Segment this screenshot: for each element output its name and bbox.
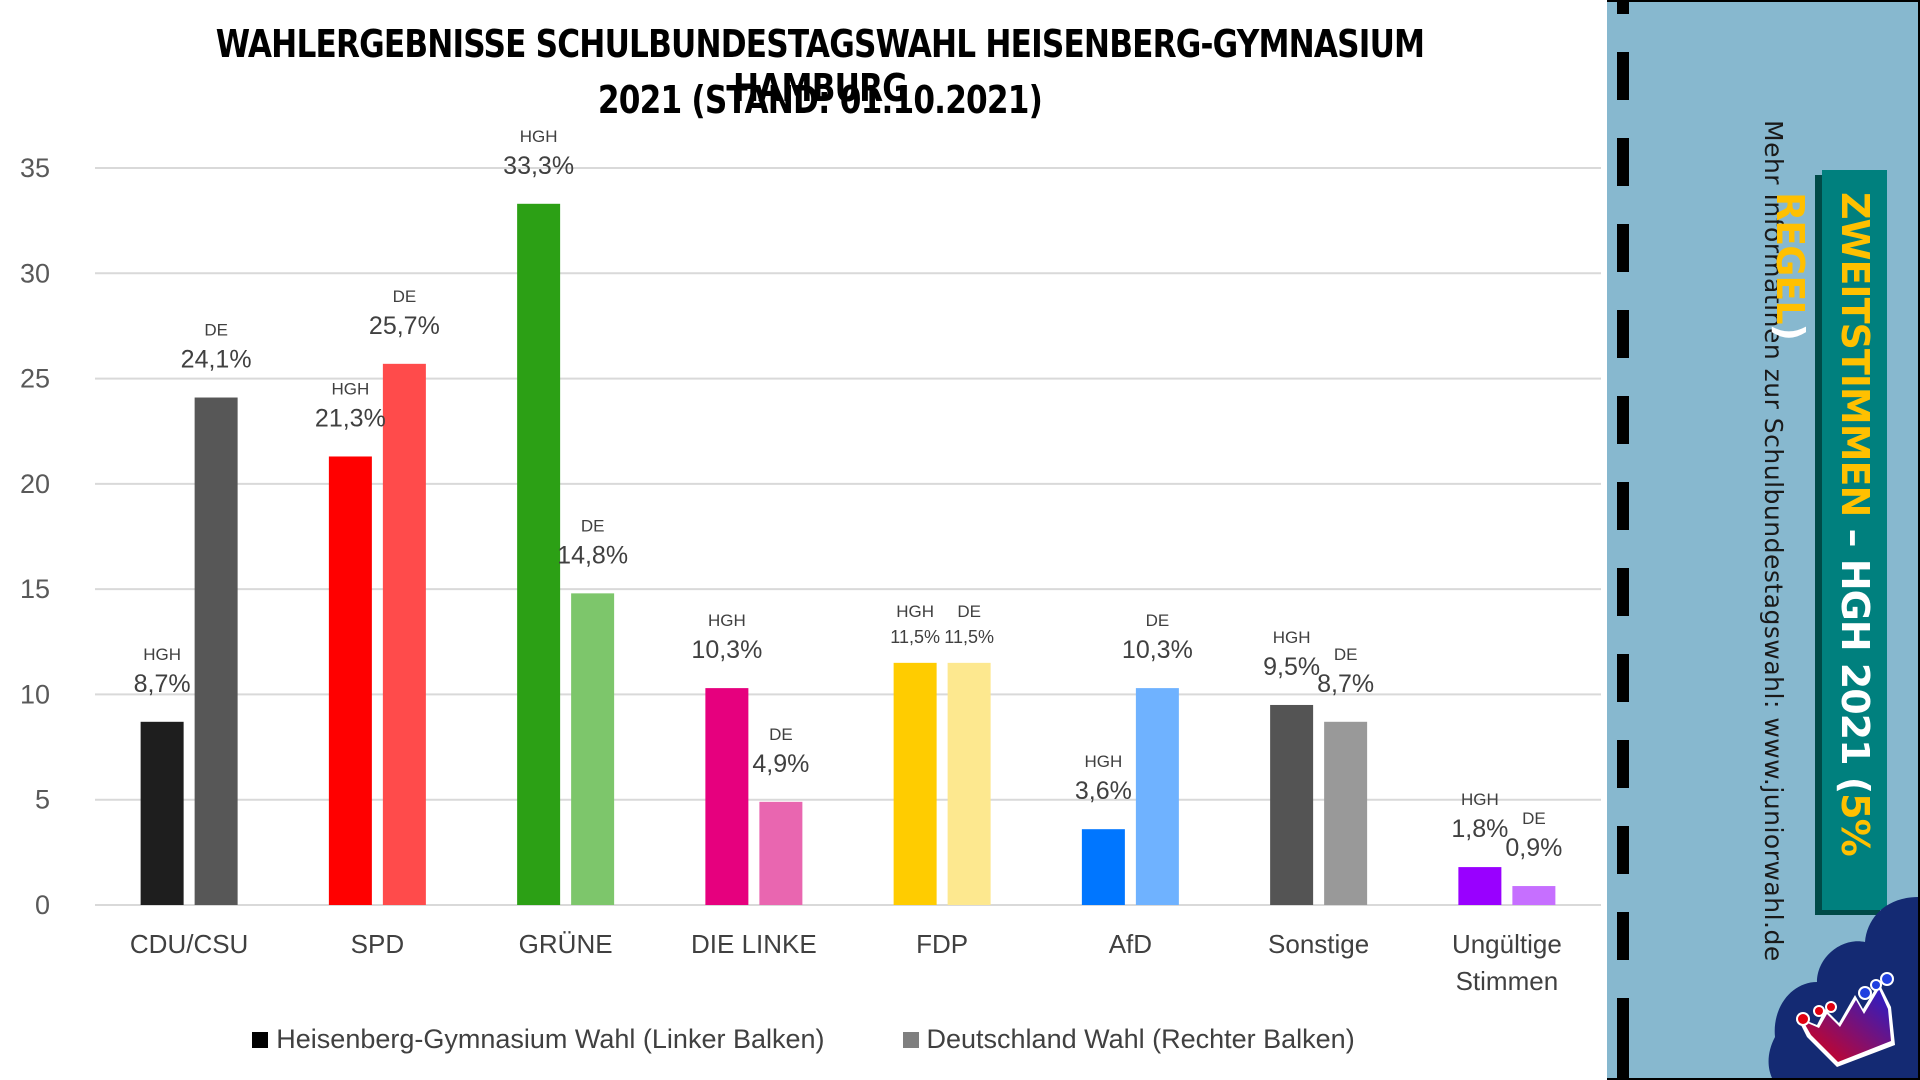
banner-close-paren: ) [1768, 323, 1812, 340]
data-label-value-de-1: 25,7% [369, 312, 440, 340]
banner-zweitstimmen: ZWEITSTIMMEN [1833, 192, 1877, 517]
bar-de-1 [382, 363, 426, 905]
bar-hgh-3 [705, 688, 749, 905]
data-label-value-hgh-4: 11,5% [890, 627, 940, 647]
data-labels: HGH 8,7% DE 24,1% HGH 21,3% DE 25,7% HGH 33,3% DE 1… [134, 127, 1563, 862]
data-label-series-hgh-2: HGH [520, 127, 558, 146]
y-tick-label-35: 35 [20, 153, 50, 183]
dashed-divider [1617, 2, 1629, 1078]
banner-text: ZWEITSTIMMEN – HGH 2021 (5% REGEL) [1768, 192, 1887, 910]
x-category-label-7-0: Ungültige [1452, 929, 1562, 959]
legend-item-de: Deutschland Wahl (Rechter Balken) [902, 1024, 1355, 1055]
legend-swatch-hgh [252, 1031, 269, 1048]
data-label-value-de-4: 11,5% [944, 627, 994, 647]
bar-hgh-6 [1270, 704, 1314, 905]
banner-hgh-2021: – HGH 2021 ( [1833, 516, 1877, 794]
data-label-series-hgh-3: HGH [708, 611, 746, 630]
chart-title-line-1: WAHLERGEBNISSE SCHULBUNDESTAGSWAHL HEISE… [215, 22, 1425, 110]
gridlines [95, 167, 1601, 906]
data-label-value-hgh-3: 10,3% [691, 636, 762, 664]
banner-5-prozent-regel: 5% REGEL [1768, 192, 1877, 856]
data-label-value-de-5: 10,3% [1122, 636, 1193, 664]
banner: ZWEITSTIMMEN – HGH 2021 (5% REGEL) [1768, 170, 1887, 910]
juniorwahl-logo-icon [1768, 897, 1918, 1078]
bar-hgh-0 [140, 721, 184, 905]
data-label-series-de-1: DE [393, 287, 417, 306]
data-label-series-de-0: DE [204, 321, 228, 340]
x-category-label-6: Sonstige [1268, 929, 1369, 959]
data-label-value-hgh-5: 3,6% [1075, 777, 1132, 805]
bar-de-5 [1135, 688, 1179, 905]
data-label-series-hgh-0: HGH [143, 645, 181, 664]
data-label-series-de-5: DE [1146, 611, 1170, 630]
x-category-label-7-1: Stimmen [1456, 966, 1559, 996]
data-label-series-de-2: DE [581, 516, 605, 535]
bar-hgh-1 [328, 456, 372, 905]
legend: Heisenberg-Gymnasium Wahl (Linker Balken… [0, 1024, 1607, 1055]
data-label-value-hgh-0: 8,7% [134, 670, 191, 698]
bar-de-3 [759, 801, 803, 905]
y-tick-label-10: 10 [20, 679, 50, 709]
x-category-label-5: AfD [1109, 929, 1152, 959]
y-tick-label-30: 30 [20, 258, 50, 288]
bar-hgh-4 [893, 662, 937, 905]
x-category-label-2: GRÜNE [519, 929, 613, 959]
y-tick-label-20: 20 [20, 469, 50, 499]
bar-hgh-2 [517, 203, 561, 906]
side-panel: Mehr Informatinen zur Schulbundestagswah… [1607, 2, 1918, 1078]
data-label-series-de-4: DE [957, 602, 981, 621]
legend-label-de: Deutschland Wahl (Rechter Balken) [926, 1024, 1355, 1054]
data-label-value-de-6: 8,7% [1317, 670, 1374, 698]
chart-area: WAHLERGEBNISSE SCHULBUNDESTAGSWAHL HEISE… [0, 22, 1607, 1055]
info-text: Mehr Informatinen zur Schulbundestagswah… [1759, 120, 1788, 962]
bar-de-6 [1324, 721, 1368, 905]
bar-hgh-5 [1081, 829, 1125, 905]
data-label-value-de-0: 24,1% [181, 346, 252, 374]
data-label-series-hgh-7: HGH [1461, 790, 1499, 809]
bar-hgh-7 [1458, 867, 1502, 905]
y-tick-label-15: 15 [20, 574, 50, 604]
bar-de-7 [1512, 886, 1556, 905]
data-label-value-de-3: 4,9% [752, 750, 809, 778]
x-category-label-0: CDU/CSU [130, 929, 248, 959]
y-tick-label-0: 0 [35, 890, 50, 920]
x-axis-categories: CDU/CSU SPD GRÜNE DIE LINKE FDP AfD Sonstige Un… [130, 929, 1562, 996]
bar-de-4 [947, 662, 991, 905]
legend-swatch-de [902, 1031, 919, 1048]
data-label-series-de-3: DE [769, 725, 793, 744]
bar-chart: 0 5 10 15 20 25 30 35 HGH 8,7% DE 24,1% HGH 21,3% DE 2… [20, 127, 1601, 996]
y-tick-label-5: 5 [35, 785, 50, 815]
y-tick-label-25: 25 [20, 364, 50, 394]
data-label-value-hgh-2: 33,3% [503, 152, 574, 180]
bars [140, 203, 1556, 906]
data-label-value-hgh-1: 21,3% [315, 404, 386, 432]
legend-label-hgh: Heisenberg-Gymnasium Wahl (Linker Balken… [276, 1024, 825, 1054]
data-label-series-hgh-4: HGH [896, 602, 934, 621]
data-label-value-de-7: 0,9% [1505, 834, 1562, 862]
bar-de-0 [194, 397, 238, 905]
data-label-value-hgh-7: 1,8% [1451, 815, 1508, 843]
data-label-series-de-7: DE [1522, 809, 1546, 828]
bar-de-2 [571, 593, 615, 905]
y-axis-ticks: 0 5 10 15 20 25 30 35 [20, 153, 50, 920]
data-label-series-hgh-5: HGH [1084, 752, 1122, 771]
data-label-series-de-6: DE [1334, 645, 1358, 664]
data-label-series-hgh-6: HGH [1273, 628, 1311, 647]
x-category-label-4: FDP [916, 929, 968, 959]
x-category-label-3: DIE LINKE [691, 929, 817, 959]
data-label-value-hgh-6: 9,5% [1263, 653, 1320, 681]
chart-title-line-2: 2021 (STAND: 01.10.2021) [597, 78, 1043, 122]
data-label-series-hgh-1: HGH [331, 379, 369, 398]
legend-item-hgh: Heisenberg-Gymnasium Wahl (Linker Balken… [252, 1024, 825, 1055]
data-label-value-de-2: 14,8% [557, 541, 628, 569]
x-category-label-1: SPD [351, 929, 404, 959]
